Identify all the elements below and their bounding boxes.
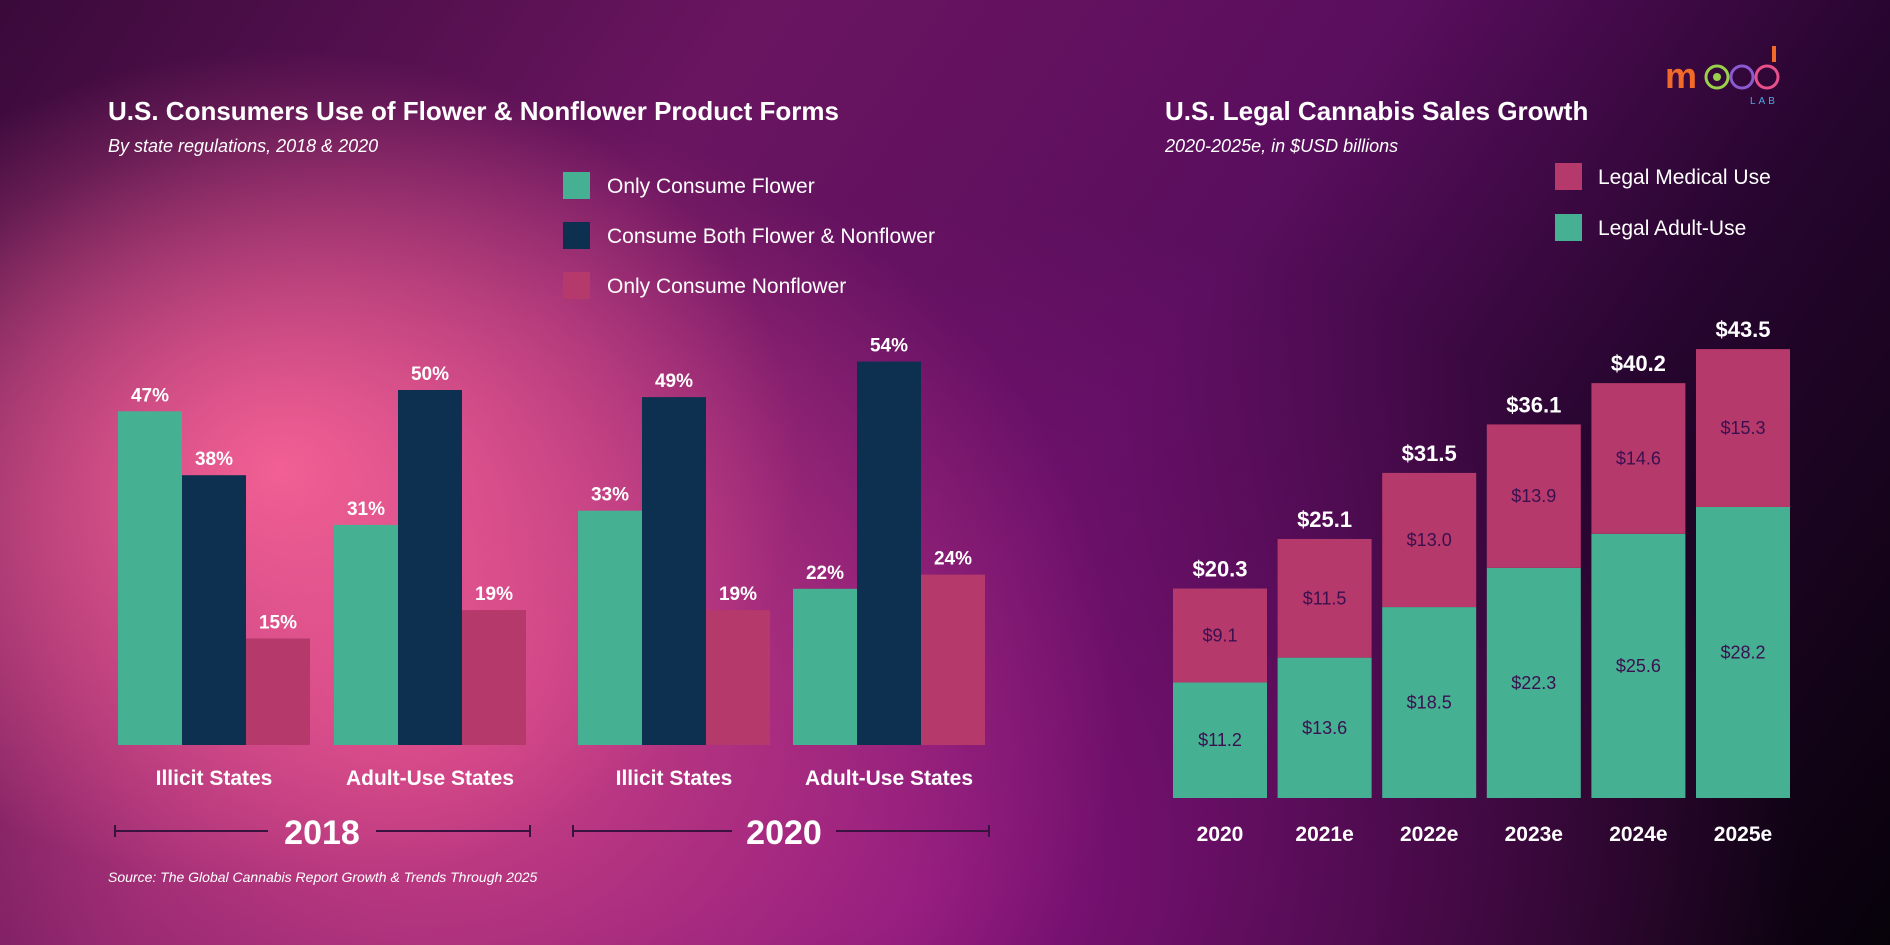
bar	[793, 588, 857, 745]
bar-value-label: 33%	[591, 485, 629, 506]
bar-adult-use	[1277, 657, 1372, 798]
right-legend: Legal Medical Use Legal Adult-Use	[1555, 163, 1771, 241]
bar	[462, 610, 526, 745]
bar-value-label: 31%	[347, 499, 385, 520]
bar-value-label: 38%	[195, 449, 233, 470]
category-label: Illicit States	[156, 767, 273, 790]
logo-ring	[1729, 64, 1755, 90]
logo-dot	[1713, 73, 1721, 81]
logo-m: m	[1665, 55, 1697, 96]
year-label-2018: 2018	[284, 814, 360, 852]
bar	[182, 475, 246, 745]
legend-label: Consume Both Flower & Nonflower	[607, 225, 935, 248]
bar-medical-use	[1696, 349, 1790, 507]
right-bars: $11.2 $9.1 $20.3 2020 $13.6 $11.5 $25.1 2021e $1…	[1173, 317, 1790, 846]
left-chart-subtitle: By state regulations, 2018 & 2020	[108, 136, 378, 156]
legend-swatch	[1555, 214, 1582, 241]
legend-label: Only Consume Flower	[607, 175, 815, 198]
source-note: Source: The Global Cannabis Report Growt…	[108, 869, 538, 885]
legend-label: Legal Medical Use	[1598, 166, 1771, 189]
adult-use-value-label: $18.5	[1407, 693, 1452, 713]
bar-value-label: 15%	[259, 613, 297, 634]
bar	[642, 397, 706, 745]
medical-use-value-label: $13.0	[1407, 530, 1452, 550]
bar-value-label: 50%	[411, 364, 449, 385]
year-axis: 2018 2020	[114, 814, 990, 852]
logo-ring	[1754, 64, 1780, 90]
total-value-label: $40.2	[1611, 351, 1666, 376]
right-chart-subtitle: 2020-2025e, in $USD billions	[1164, 136, 1398, 156]
total-value-label: $31.5	[1402, 441, 1457, 466]
year-category-label: 2023e	[1505, 823, 1563, 846]
bar-value-label: 54%	[870, 336, 908, 357]
bar-medical-use	[1591, 383, 1686, 534]
bar-adult-use	[1486, 567, 1581, 798]
adult-use-value-label: $25.6	[1616, 656, 1661, 676]
year-category-label: 2024e	[1609, 823, 1667, 846]
bar-adult-use	[1591, 533, 1686, 798]
bar-medical-use	[1277, 538, 1372, 658]
year-category-label: 2021e	[1295, 823, 1353, 846]
bar-value-label: 19%	[719, 584, 757, 605]
adult-use-value-label: $22.3	[1511, 673, 1556, 693]
logo-tick	[1772, 46, 1776, 62]
logo-ring	[1704, 64, 1730, 90]
bar-value-label: 19%	[475, 584, 513, 605]
category-label: Illicit States	[616, 767, 733, 790]
bar-medical-use	[1486, 424, 1581, 568]
legend-swatch	[563, 222, 590, 249]
total-value-label: $43.5	[1715, 317, 1770, 342]
adult-use-value-label: $13.6	[1302, 718, 1347, 738]
legend-swatch	[563, 272, 590, 299]
bar	[118, 411, 182, 745]
bar-value-label: 47%	[131, 385, 169, 406]
legend-label: Only Consume Nonflower	[607, 275, 846, 298]
adult-use-value-label: $28.2	[1720, 642, 1765, 662]
logo-sub: LAB	[1750, 96, 1778, 107]
total-value-label: $20.3	[1192, 557, 1247, 582]
left-legend: Only Consume Flower Consume Both Flower &…	[563, 172, 935, 299]
total-value-label: $36.1	[1506, 392, 1561, 417]
bar-adult-use	[1382, 607, 1477, 798]
medical-use-value-label: $14.6	[1616, 448, 1661, 468]
category-label: Adult-Use States	[346, 767, 514, 790]
left-bars: 47% 38% 15% Illicit States 31% 50% 19% Adult-Us…	[118, 336, 985, 790]
legend-swatch	[1555, 163, 1582, 190]
bar	[334, 524, 398, 745]
year-category-label: 2022e	[1400, 823, 1458, 846]
bar-medical-use	[1382, 472, 1477, 608]
right-chart-title: U.S. Legal Cannabis Sales Growth	[1165, 96, 1588, 126]
legend-label: Legal Adult-Use	[1598, 217, 1746, 240]
medical-use-value-label: $15.3	[1720, 418, 1765, 438]
adult-use-value-label: $11.2	[1198, 730, 1242, 750]
bar	[578, 510, 642, 745]
bar	[246, 638, 310, 745]
medical-use-value-label: $11.5	[1303, 588, 1347, 608]
mood-lab-logo: m LAB	[1665, 46, 1780, 107]
bar-adult-use	[1696, 506, 1790, 798]
bar-value-label: 24%	[934, 549, 972, 570]
year-category-label: 2020	[1197, 823, 1244, 846]
bar-value-label: 49%	[655, 371, 693, 392]
bar	[706, 610, 770, 745]
medical-use-value-label: $9.1	[1202, 625, 1237, 645]
bar	[921, 574, 985, 745]
bar-medical-use	[1173, 588, 1267, 683]
year-category-label: 2025e	[1714, 823, 1772, 846]
bar-adult-use	[1173, 682, 1267, 798]
bar	[398, 390, 462, 745]
year-label-2020: 2020	[746, 814, 822, 852]
category-label: Adult-Use States	[805, 767, 973, 790]
legend-swatch	[563, 172, 590, 199]
medical-use-value-label: $13.9	[1511, 486, 1556, 506]
bar-value-label: 22%	[806, 563, 844, 584]
bar	[857, 361, 921, 745]
left-chart-title: U.S. Consumers Use of Flower & Nonflower…	[108, 96, 839, 126]
total-value-label: $25.1	[1297, 507, 1352, 532]
